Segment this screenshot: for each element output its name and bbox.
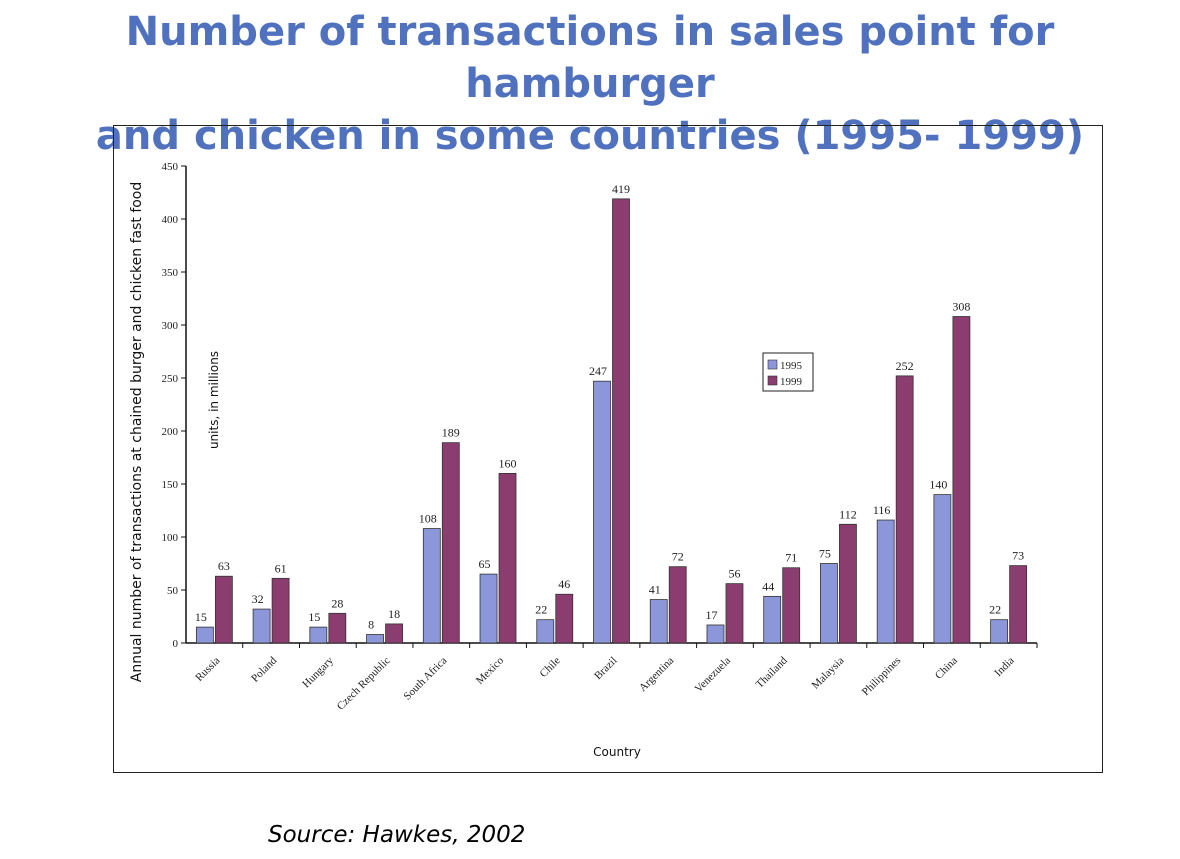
data-label-1999: 71 [785,551,797,565]
bar-1995 [990,619,1009,644]
data-label-1995: 15 [308,610,320,624]
data-label-1995: 44 [762,579,774,593]
bar-1995 [763,595,782,644]
data-label-1995: 247 [589,364,607,378]
title-line-2: and chicken in some countries (1995- 199… [95,113,1085,159]
bar-1995 [593,380,611,644]
bar-1995 [706,624,725,644]
bar-1999 [385,623,403,644]
y-tick-label: 250 [162,373,179,385]
legend-label-1995: 1995 [780,360,803,372]
bar-1999 [328,612,347,644]
data-label-1995: 108 [419,512,437,526]
data-label-1995: 22 [535,603,547,617]
y-axis-label: Annual number of transactions at chained… [129,182,145,683]
y-tick-label: 400 [162,214,179,226]
legend-swatch-1999 [767,375,778,386]
x-axis-label: Country [593,745,641,759]
y-tick-label: 150 [162,479,179,491]
data-label-1999: 56 [728,567,740,581]
data-label-1999: 112 [839,507,857,521]
bar-1995 [422,528,441,644]
bar-1995 [195,626,214,644]
x-tick-label: Mexico [474,654,507,687]
bar-1995 [252,608,271,644]
title-line-1: Number of transactions in sales point fo… [125,9,1055,107]
data-label-1995: 8 [368,618,374,632]
y-tick-label: 200 [162,426,179,438]
bar-1995 [649,599,668,644]
x-tick-label: Russia [193,655,222,684]
x-tick-label: Czech Republic [335,655,393,713]
units-annotation: units, in millions [207,351,221,449]
bar-1995 [876,519,895,644]
data-label-1999: 252 [896,359,914,373]
data-label-1999: 72 [672,550,684,564]
y-tick-label: 350 [162,267,179,279]
x-tick-label: Philippines [860,655,903,698]
bar-1999 [668,566,687,644]
data-label-1995: 140 [929,478,947,492]
y-tick-label: 300 [162,320,179,332]
x-tick-label: China [933,655,960,682]
legend-label-1999: 1999 [780,376,803,388]
y-tick-label: 0 [173,638,179,650]
data-label-1995: 15 [195,610,207,624]
data-label-1999: 63 [218,559,230,573]
data-label-1995: 32 [252,592,264,606]
x-tick-label: Argentina [637,655,677,695]
x-tick-label: Brazil [592,655,619,682]
x-tick-label: India [992,655,1017,680]
bar-1995 [309,626,328,644]
data-label-1995: 17 [705,608,717,622]
data-label-1995: 41 [649,583,661,597]
bar-1999 [895,375,914,644]
bar-1999 [214,575,233,644]
x-tick-label: Thailand [754,654,790,690]
y-tick-label: 100 [162,532,179,544]
bar-1999 [555,593,574,644]
bar-1999 [498,472,517,644]
chart-frame [113,125,1103,773]
bar-1999 [441,442,460,644]
data-label-1999: 189 [442,426,460,440]
data-label-1999: 46 [558,577,570,591]
data-label-1999: 28 [331,596,343,610]
x-tick-label: Hungary [300,654,336,690]
bar-1995 [366,634,384,644]
bar-1999 [952,316,971,644]
x-tick-label: Poland [249,654,279,684]
bar-1995 [933,494,952,644]
x-tick-label: South Africa [401,655,449,703]
bar-1999 [612,198,630,644]
data-label-1995: 22 [989,603,1001,617]
bar-1995 [479,573,498,644]
legend-swatch-1995 [767,359,778,370]
chart-title: Number of transactions in sales point fo… [0,6,1180,162]
source-note: Source: Hawkes, 2002 [268,822,526,848]
data-label-1999: 18 [388,607,400,621]
bar-1999 [839,523,857,644]
x-tick-label: Chile [538,655,563,680]
y-tick-label: 450 [162,161,179,173]
x-tick-label: Malaysia [810,655,847,692]
data-label-1995: 75 [819,547,831,561]
y-tick-label: 50 [167,585,179,597]
data-label-1999: 419 [612,182,630,196]
data-label-1999: 73 [1012,549,1024,563]
data-label-1995: 65 [479,557,491,571]
data-label-1999: 308 [952,300,970,314]
data-label-1999: 160 [499,456,517,470]
bar-1999 [1009,565,1028,644]
data-label-1995: 116 [873,503,891,517]
bar-1999 [271,577,290,644]
data-label-1999: 61 [275,561,287,575]
bar-1999 [782,567,801,644]
bar-1995 [536,619,555,644]
bar-chart: Annual number of transactions at chained… [129,161,1038,759]
bar-1999 [725,583,744,644]
bar-1995 [820,563,838,644]
x-tick-label: Venezuela [693,655,734,696]
